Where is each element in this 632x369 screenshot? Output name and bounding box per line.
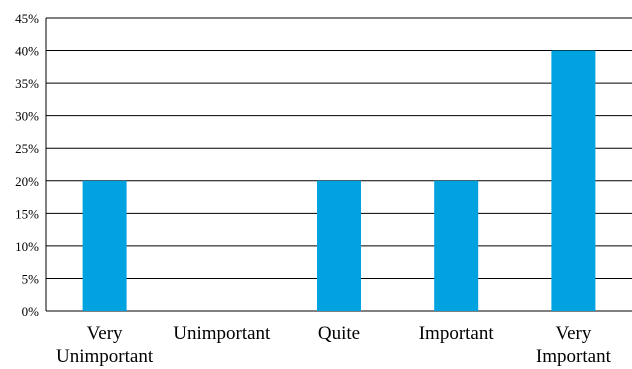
y-tick-label: 20% — [15, 174, 39, 189]
x-tick-label: Very Unimportant — [56, 323, 154, 367]
y-tick-label: 25% — [15, 141, 39, 156]
y-tick-label: 0% — [22, 304, 40, 319]
x-tick-label: Unimportant — [173, 323, 271, 344]
bars — [82, 50, 596, 312]
x-tick-label: Very Important — [536, 323, 612, 367]
bar — [551, 50, 596, 312]
y-tick-label: 45% — [15, 11, 39, 26]
y-tick-label: 5% — [22, 271, 40, 286]
x-axis-ticks: Very Unimportant Unimportant Quite Important… — [56, 323, 612, 367]
x-tick-label: Quite — [318, 323, 360, 344]
y-axis-ticks: 0% 5% 10% 15% 20% 25% 30% 35% 40% 45% — [15, 11, 39, 319]
bar — [434, 180, 479, 311]
y-tick-label: 15% — [15, 206, 39, 221]
bar — [82, 180, 127, 311]
x-tick-label: Important — [419, 323, 495, 344]
y-tick-label: 30% — [15, 109, 39, 124]
y-tick-label: 10% — [15, 239, 39, 254]
y-tick-label: 40% — [15, 44, 39, 59]
bar — [317, 180, 361, 311]
y-tick-label: 35% — [15, 76, 39, 91]
